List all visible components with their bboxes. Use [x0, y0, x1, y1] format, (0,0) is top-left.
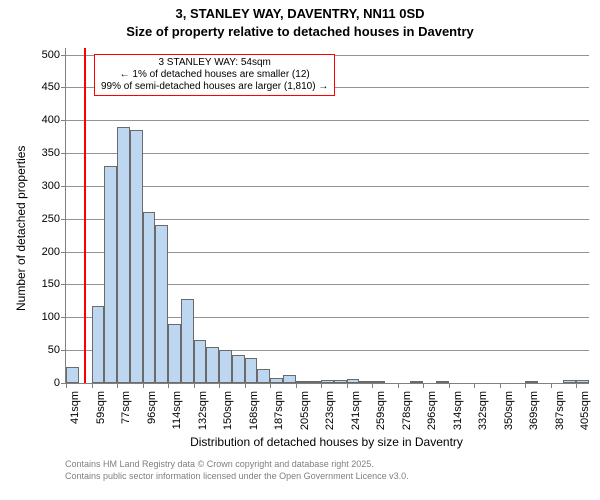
y-grid-line [66, 153, 589, 154]
histogram-bar [563, 380, 576, 383]
y-tick-label: 200 [42, 246, 66, 258]
x-tick-mark [423, 383, 424, 388]
y-tick-label: 150 [42, 278, 66, 290]
histogram-bar [296, 381, 309, 383]
x-tick-label: 387sqm [554, 391, 566, 430]
x-tick-mark [474, 383, 475, 388]
x-tick-label: 314sqm [452, 391, 464, 430]
y-tick-label: 400 [42, 114, 66, 126]
y-tick-label: 100 [42, 311, 66, 323]
y-grid-line [66, 186, 589, 187]
x-tick-label: 59sqm [95, 391, 107, 424]
histogram-bar [66, 367, 79, 383]
histogram-bar [117, 127, 130, 383]
x-tick-label: 350sqm [503, 391, 515, 430]
x-tick-label: 187sqm [273, 391, 285, 430]
histogram-bar [283, 375, 296, 383]
histogram-bar [181, 299, 194, 383]
y-grid-line [66, 120, 589, 121]
x-tick-label: 405sqm [579, 391, 591, 430]
histogram-bar [334, 380, 347, 383]
x-tick-mark [143, 383, 144, 388]
histogram-bar [347, 379, 360, 383]
histogram-bar [372, 381, 385, 383]
histogram-bar [525, 381, 538, 383]
histogram-bar [104, 166, 117, 383]
footer-line2: Contains public sector information licen… [65, 471, 409, 481]
x-tick-label: 241sqm [350, 391, 362, 430]
footer-line1: Contains HM Land Registry data © Crown c… [65, 459, 374, 469]
histogram-bar [257, 369, 270, 383]
x-tick-mark [551, 383, 552, 388]
x-tick-mark [398, 383, 399, 388]
histogram-bar [206, 347, 219, 383]
x-tick-mark [576, 383, 577, 388]
y-axis-label: Number of detached properties [14, 145, 28, 310]
histogram-bar [155, 225, 168, 383]
histogram-bar [436, 381, 449, 383]
y-tick-label: 50 [48, 344, 66, 356]
x-tick-label: 332sqm [477, 391, 489, 430]
x-tick-mark [219, 383, 220, 388]
x-tick-label: 77sqm [120, 391, 132, 424]
x-tick-label: 96sqm [146, 391, 158, 424]
x-tick-label: 369sqm [528, 391, 540, 430]
y-tick-label: 0 [54, 377, 66, 389]
x-tick-mark [449, 383, 450, 388]
histogram-bar [308, 381, 321, 383]
histogram-bar [143, 212, 156, 383]
histogram-bar [245, 358, 258, 383]
x-tick-label: 41sqm [69, 391, 81, 424]
x-tick-label: 296sqm [426, 391, 438, 430]
y-tick-label: 300 [42, 180, 66, 192]
histogram-bar [359, 381, 372, 383]
x-tick-mark [296, 383, 297, 388]
annotation-box: 3 STANLEY WAY: 54sqm← 1% of detached hou… [94, 54, 335, 96]
x-tick-mark [168, 383, 169, 388]
x-axis-label: Distribution of detached houses by size … [65, 435, 588, 449]
plot-area: 05010015020025030035040045050041sqm59sqm… [65, 48, 589, 384]
y-tick-label: 450 [42, 81, 66, 93]
x-tick-mark [194, 383, 195, 388]
x-tick-label: 278sqm [401, 391, 413, 430]
x-tick-mark [525, 383, 526, 388]
x-tick-mark [321, 383, 322, 388]
x-tick-mark [270, 383, 271, 388]
histogram-bar [270, 378, 283, 383]
histogram-bar [168, 324, 181, 383]
histogram-bar [232, 355, 245, 383]
annotation-line2: ← 1% of detached houses are smaller (12) [101, 69, 328, 81]
title-line1: 3, STANLEY WAY, DAVENTRY, NN11 0SD [0, 6, 600, 21]
histogram-bar [219, 350, 232, 383]
x-tick-label: 132sqm [197, 391, 209, 430]
y-tick-label: 250 [42, 213, 66, 225]
y-tick-label: 500 [42, 49, 66, 61]
annotation-line1: 3 STANLEY WAY: 54sqm [101, 57, 328, 69]
x-tick-label: 114sqm [171, 391, 183, 429]
y-tick-label: 350 [42, 147, 66, 159]
x-tick-mark [347, 383, 348, 388]
x-tick-label: 259sqm [375, 391, 387, 430]
x-tick-label: 150sqm [222, 391, 234, 430]
title-line2: Size of property relative to detached ho… [0, 24, 600, 39]
histogram-bar [321, 380, 334, 383]
x-tick-mark [245, 383, 246, 388]
histogram-bar [410, 381, 423, 383]
x-tick-mark [500, 383, 501, 388]
x-tick-label: 223sqm [324, 391, 336, 430]
x-tick-label: 205sqm [299, 391, 311, 430]
property-marker-line [84, 48, 86, 383]
chart-container: { "title": { "line1": "3, STANLEY WAY, D… [0, 0, 600, 500]
histogram-bar [130, 130, 143, 383]
x-tick-mark [92, 383, 93, 388]
histogram-bar [576, 380, 589, 383]
histogram-bar [92, 306, 105, 384]
x-tick-label: 168sqm [248, 391, 260, 430]
annotation-line3: 99% of semi-detached houses are larger (… [101, 81, 328, 93]
y-grid-line [66, 383, 589, 384]
x-tick-mark [372, 383, 373, 388]
histogram-bar [194, 340, 207, 383]
x-tick-mark [117, 383, 118, 388]
x-tick-mark [66, 383, 67, 388]
